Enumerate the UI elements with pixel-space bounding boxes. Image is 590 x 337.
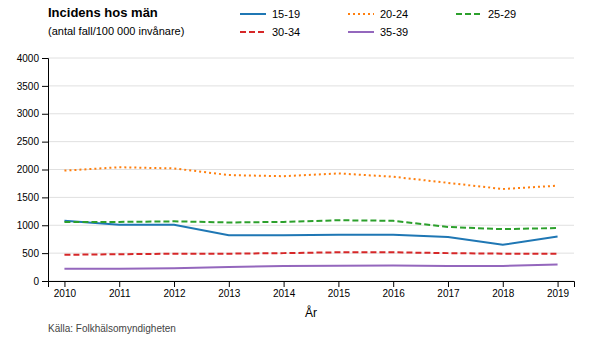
chart-container: 2010 2011 2012 2013 2014 2015 2016 2017 2018 2019… xyxy=(0,0,590,337)
x-tick-mark xyxy=(558,281,559,287)
y-tick: 4000 xyxy=(17,53,48,64)
legend-swatch xyxy=(240,31,266,33)
y-tick-mark xyxy=(42,142,48,143)
y-tick-label: 1000 xyxy=(17,220,40,231)
title: Incidens hos män xyxy=(48,5,158,20)
grid xyxy=(48,58,574,281)
legend-item: 35-39 xyxy=(348,26,408,38)
x-tick: 2019 xyxy=(547,281,570,299)
x-tick-label: 2014 xyxy=(273,288,296,299)
series-line xyxy=(64,252,557,255)
y-tick-mark xyxy=(42,114,48,115)
x-tick-label: 2017 xyxy=(437,288,460,299)
x-tick-mark xyxy=(393,281,394,287)
y-tick-label: 1500 xyxy=(17,192,40,203)
subtitle: (antal fall/100 000 invånare) xyxy=(48,25,184,37)
chart-svg: 2010 2011 2012 2013 2014 2015 2016 2017 2018 2019… xyxy=(0,0,590,337)
y-tick: 3500 xyxy=(17,81,48,92)
x-axis-title: År xyxy=(305,305,317,320)
y-tick-mark xyxy=(42,170,48,171)
x-tick-label: 2012 xyxy=(163,288,186,299)
grid-line xyxy=(48,113,574,114)
x-tick: 2014 xyxy=(273,281,296,299)
legend-swatch xyxy=(240,13,266,15)
y-tick: 3000 xyxy=(17,108,48,119)
y-tick-mark xyxy=(42,253,48,254)
y-axis: 0 500 1000 1500 2000 2500 3000 3500 4000 xyxy=(17,53,49,287)
x-tick-mark xyxy=(119,281,120,287)
y-tick: 2000 xyxy=(17,164,48,175)
x-tick: 2012 xyxy=(163,281,186,299)
legend-label: 25-29 xyxy=(488,8,516,20)
x-tick: 2010 xyxy=(54,281,77,299)
x-tick-label: 2013 xyxy=(218,288,241,299)
y-tick-label: 3000 xyxy=(17,108,40,119)
legend-label: 35-39 xyxy=(380,26,408,38)
legend-item: 30-34 xyxy=(240,26,300,38)
grid-line xyxy=(48,141,574,142)
y-tick-mark xyxy=(42,225,48,226)
legend-label: 20-24 xyxy=(380,8,408,20)
x-tick-mark xyxy=(503,281,504,287)
y-tick-label: 4000 xyxy=(17,53,40,64)
y-tick-label: 2000 xyxy=(17,164,40,175)
legend-item: 15-19 xyxy=(240,8,300,20)
legend-swatch xyxy=(348,13,374,15)
y-tick-mark xyxy=(42,197,48,198)
x-tick: 2013 xyxy=(218,281,241,299)
x-tick-mark xyxy=(174,281,175,287)
lines xyxy=(64,167,557,268)
x-tick-label: 2016 xyxy=(383,288,406,299)
series-line xyxy=(64,167,557,189)
legend-item: 25-29 xyxy=(456,8,516,20)
y-tick: 500 xyxy=(22,248,48,259)
grid-line xyxy=(48,197,574,198)
x-tick-label: 2018 xyxy=(492,288,515,299)
y-axis-line xyxy=(42,59,49,282)
source: Källa: Folkhälsomyndigheten xyxy=(48,323,176,334)
x-tick: 2017 xyxy=(437,281,460,299)
grid-line xyxy=(48,58,574,59)
x-tick: 2018 xyxy=(492,281,515,299)
x-tick-mark xyxy=(448,281,449,287)
y-tick: 0 xyxy=(33,276,48,287)
legend-swatch xyxy=(456,13,482,15)
y-tick-label: 0 xyxy=(33,276,39,287)
x-tick-mark xyxy=(338,281,339,287)
x-tick: 2015 xyxy=(328,281,351,299)
y-tick-label: 2500 xyxy=(17,136,40,147)
y-tick-mark xyxy=(42,281,48,282)
legend-swatch xyxy=(348,31,374,33)
legend-label: 15-19 xyxy=(272,8,300,20)
x-tick: 2016 xyxy=(383,281,406,299)
grid-line xyxy=(48,169,574,170)
x-axis-line xyxy=(49,282,575,288)
y-tick: 1000 xyxy=(17,220,48,231)
series-line xyxy=(64,265,557,269)
y-tick-label: 500 xyxy=(22,248,39,259)
series-line xyxy=(64,221,557,245)
grid-line xyxy=(48,85,574,86)
y-tick-label: 3500 xyxy=(17,81,40,92)
y-tick: 2500 xyxy=(17,136,48,147)
x-tick-mark xyxy=(284,281,285,287)
y-tick-mark xyxy=(42,58,48,59)
y-tick-mark xyxy=(42,86,48,87)
x-tick-label: 2011 xyxy=(109,288,131,299)
series-line xyxy=(64,220,557,229)
x-tick-label: 2015 xyxy=(328,288,351,299)
x-tick: 2011 xyxy=(109,281,131,299)
legend: 15-19 20-24 25-29 30-34 35-39 xyxy=(240,8,516,38)
x-tick-label: 2019 xyxy=(547,288,570,299)
x-axis: 2010 2011 2012 2013 2014 2015 2016 2017 2018 2019 xyxy=(49,281,575,299)
x-tick-mark xyxy=(229,281,230,287)
x-tick-mark xyxy=(64,281,65,287)
y-tick: 1500 xyxy=(17,192,48,203)
legend-label: 30-34 xyxy=(272,26,300,38)
legend-item: 20-24 xyxy=(348,8,408,20)
x-tick-label: 2010 xyxy=(54,288,77,299)
